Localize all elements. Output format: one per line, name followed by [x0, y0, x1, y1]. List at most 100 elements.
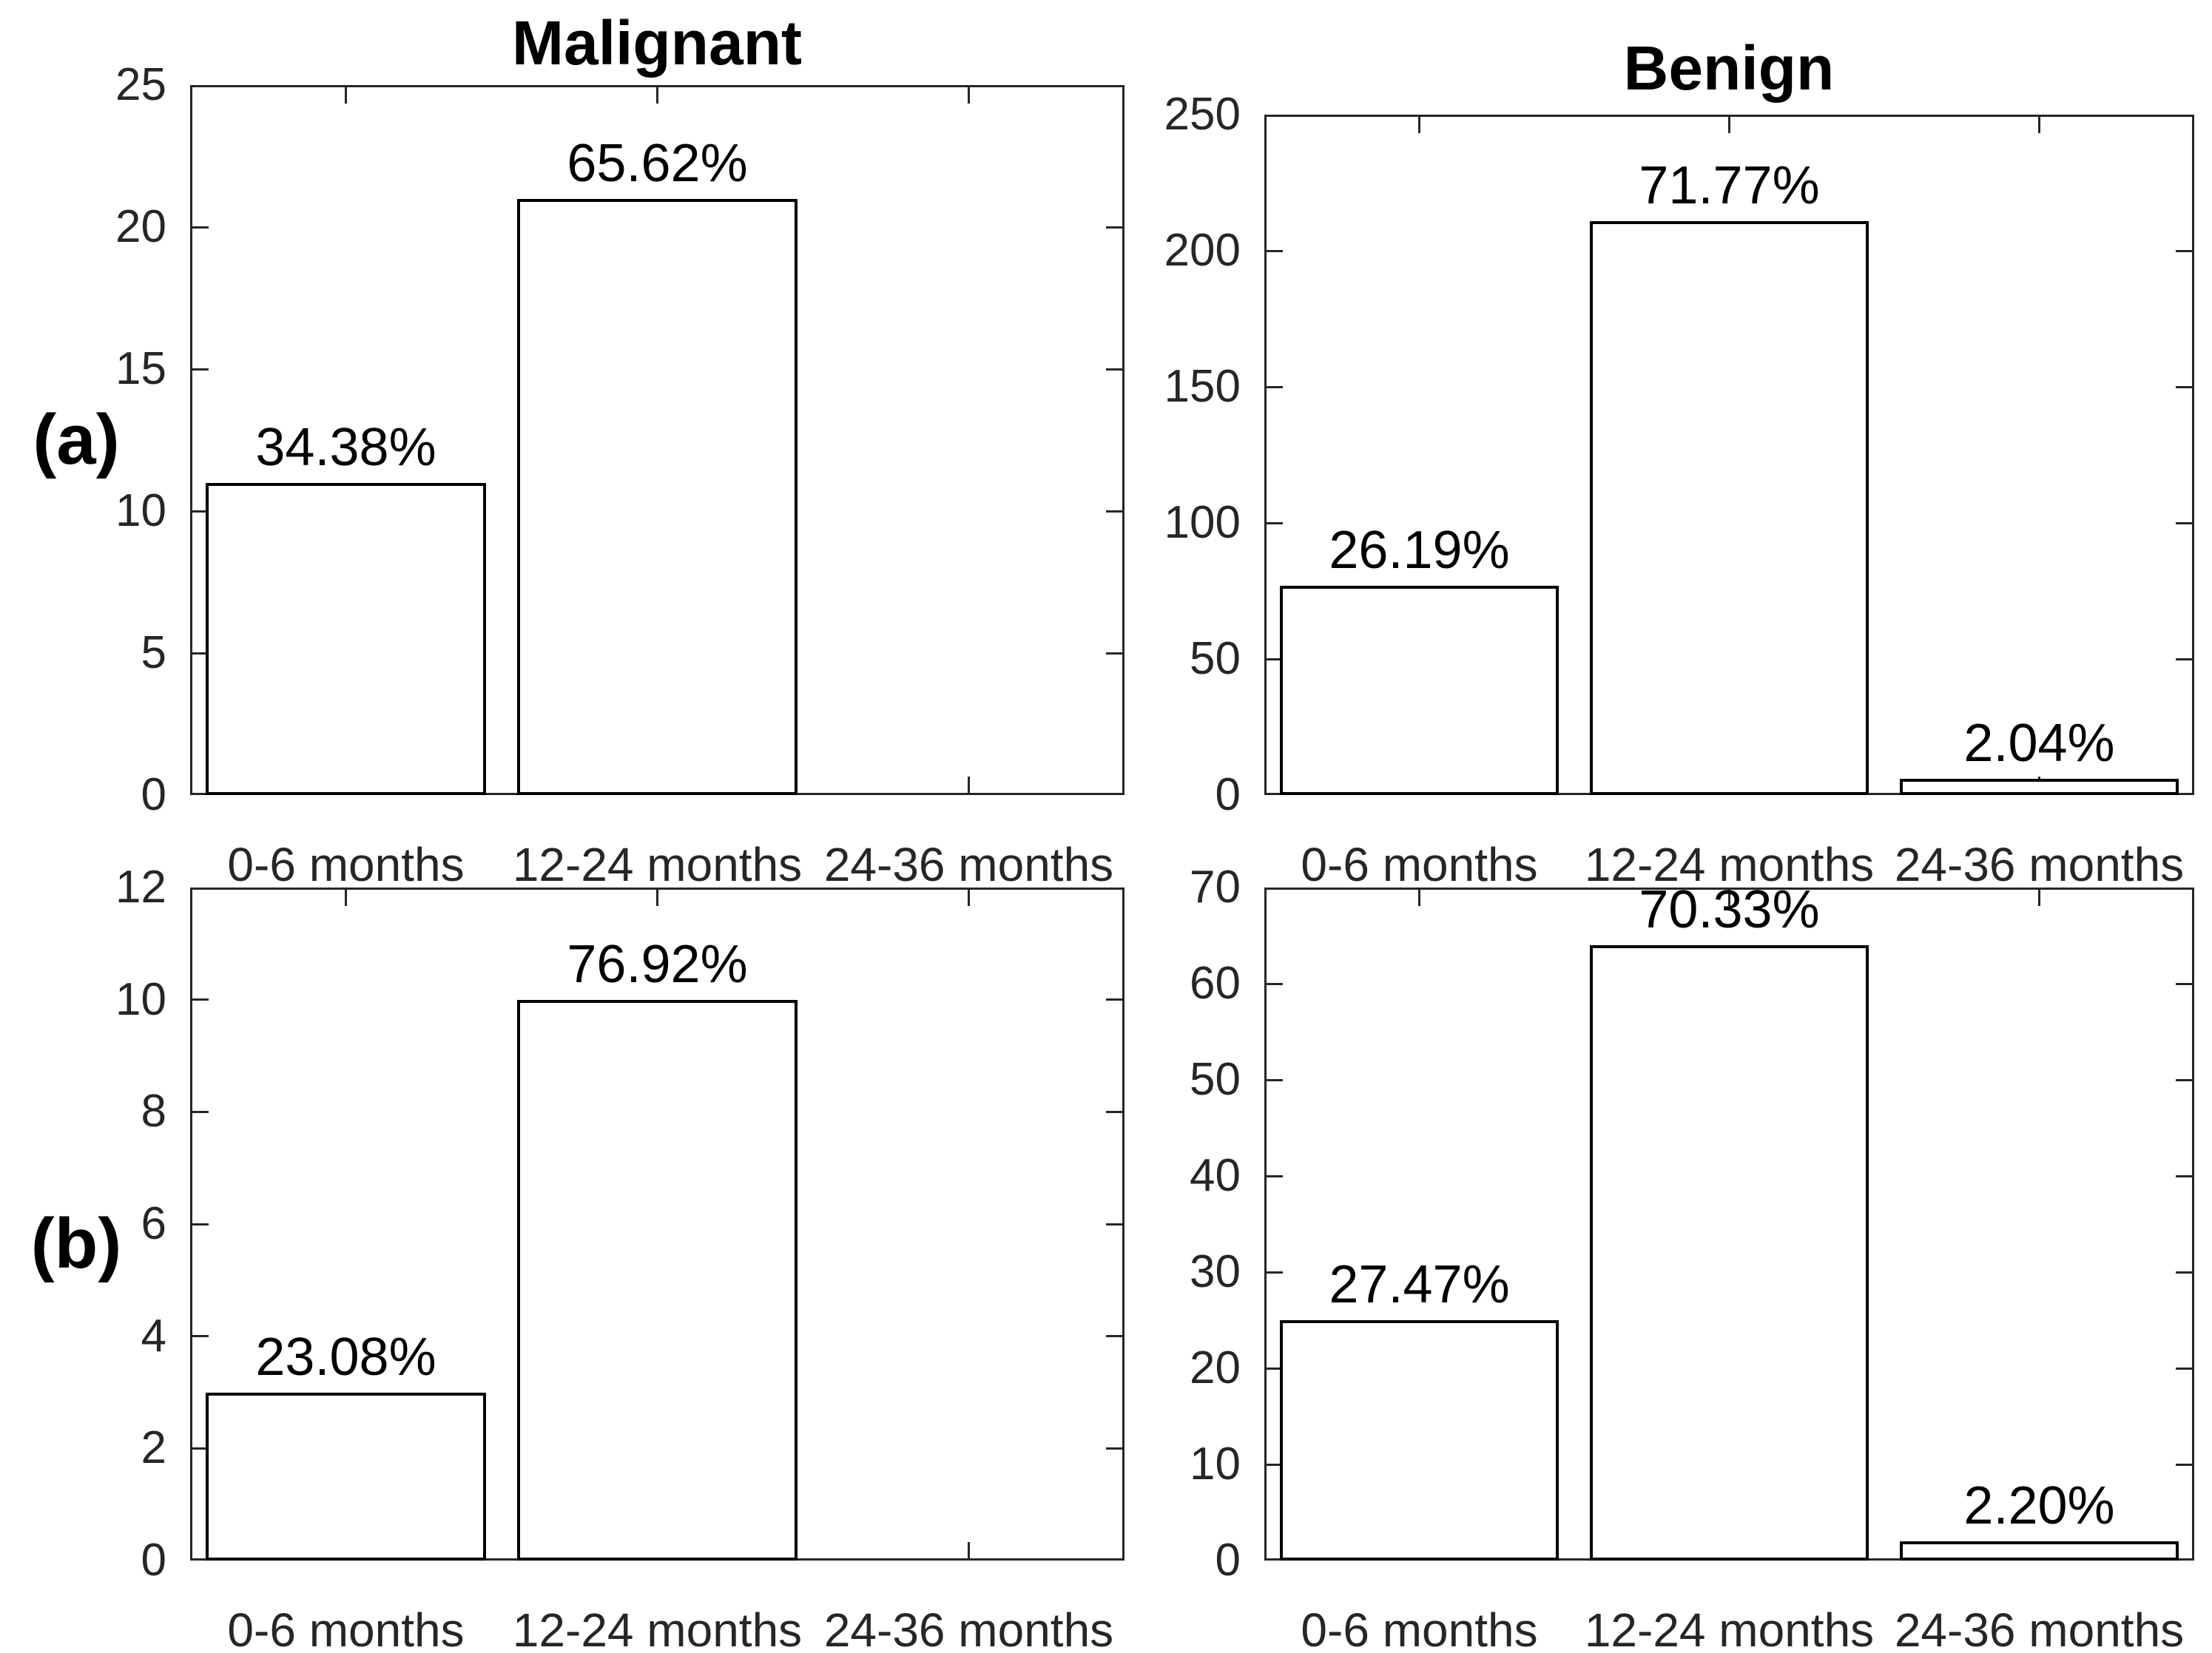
y-tick	[1267, 1078, 1283, 1081]
y-tick	[192, 1223, 209, 1226]
y-tick	[192, 1447, 209, 1450]
y-tick-label: 0	[141, 769, 166, 820]
bar	[206, 1392, 486, 1561]
bar-value-label: 23.08%	[255, 1327, 436, 1387]
column-title-malignant: Malignant	[512, 8, 802, 78]
y-tick-label: 20	[1190, 1342, 1241, 1393]
y-tick-label: 50	[1190, 633, 1241, 684]
bar	[1589, 220, 1869, 795]
y-tick-label: 12	[115, 862, 166, 913]
y-tick-label: 150	[1164, 361, 1241, 412]
bar-value-label: 65.62%	[567, 133, 748, 193]
y-tick	[2176, 521, 2192, 524]
y-tick	[1267, 982, 1283, 985]
row-label-a: (a)	[33, 400, 120, 479]
y-tick	[192, 510, 209, 513]
x-category-label: 0-6 months	[227, 1603, 465, 1653]
bar-value-label: 26.19%	[1329, 520, 1510, 580]
y-tick-label: 0	[141, 1535, 166, 1586]
y-tick	[1106, 226, 1122, 229]
x-category-label: 0-6 months	[1301, 1603, 1538, 1653]
y-tick	[2176, 1271, 2192, 1274]
x-tick	[968, 87, 970, 104]
y-tick	[1267, 385, 1283, 388]
x-tick	[968, 777, 970, 793]
y-tick	[1267, 249, 1283, 252]
y-tick	[1106, 1447, 1122, 1450]
x-tick	[968, 1542, 970, 1558]
y-tick-label: 10	[115, 485, 166, 536]
y-tick-label: 4	[141, 1310, 166, 1362]
x-tick	[656, 890, 658, 906]
bar	[517, 999, 798, 1561]
y-tick-label: 15	[115, 343, 166, 394]
bar-value-label: 2.04%	[1963, 713, 2115, 773]
bar	[1899, 1541, 2179, 1561]
x-category-label: 12-24 months	[1584, 1603, 1875, 1653]
y-tick	[2176, 1174, 2192, 1177]
y-tick-label: 25	[115, 59, 166, 110]
x-category-label: 12-24 months	[512, 1603, 803, 1653]
x-tick	[345, 890, 347, 906]
y-tick	[2176, 1463, 2192, 1466]
bar	[1279, 585, 1559, 795]
x-tick	[2038, 117, 2040, 133]
y-tick-label: 100	[1164, 497, 1241, 548]
y-tick	[1106, 1335, 1122, 1338]
y-tick	[1267, 1367, 1283, 1370]
y-tick	[2176, 1078, 2192, 1081]
bar-value-label: 71.77%	[1639, 155, 1820, 215]
x-category-label: 0-6 months	[227, 838, 465, 891]
y-tick-label: 0	[1215, 769, 1241, 820]
y-tick-label: 8	[141, 1086, 166, 1138]
y-tick-label: 70	[1190, 862, 1241, 913]
y-tick	[192, 368, 209, 371]
bar	[1279, 1320, 1559, 1561]
y-tick	[2176, 982, 2192, 985]
x-category-label: 24-36 months	[1894, 838, 2185, 891]
bar	[1899, 778, 2179, 795]
y-tick-label: 5	[141, 627, 166, 678]
y-tick	[192, 652, 209, 655]
y-tick	[1267, 658, 1283, 660]
x-category-label: 24-36 months	[823, 838, 1114, 891]
bar	[206, 482, 486, 795]
row-label-b: (b)	[30, 1204, 122, 1283]
y-tick	[1106, 368, 1122, 371]
y-tick-label: 250	[1164, 89, 1241, 140]
bar-value-label: 34.38%	[255, 417, 436, 477]
y-tick	[1267, 1271, 1283, 1274]
y-tick-label: 0	[1215, 1535, 1241, 1586]
y-tick	[192, 226, 209, 229]
y-tick	[1106, 652, 1122, 655]
bar	[1589, 945, 1869, 1561]
y-tick-label: 6	[141, 1198, 166, 1249]
x-category-label: 0-6 months	[1301, 838, 1538, 891]
y-tick	[1267, 521, 1283, 524]
x-category-label: 12-24 months	[512, 838, 803, 891]
x-tick	[1728, 890, 1730, 906]
y-tick	[192, 1335, 209, 1338]
y-tick-label: 20	[115, 201, 166, 252]
column-title-benign: Benign	[1623, 33, 1835, 103]
y-tick-label: 40	[1190, 1150, 1241, 1201]
y-tick-label: 50	[1190, 1054, 1241, 1105]
y-tick	[2176, 1367, 2192, 1370]
x-tick	[1418, 117, 1420, 133]
x-tick	[345, 87, 347, 104]
x-tick	[1418, 890, 1420, 906]
bar-value-label: 70.33%	[1639, 880, 1820, 939]
bar	[517, 198, 798, 795]
y-tick-label: 10	[115, 973, 166, 1025]
bar-value-label: 76.92%	[567, 934, 748, 994]
y-tick	[192, 998, 209, 1001]
y-tick	[2176, 249, 2192, 252]
x-category-label: 24-36 months	[1894, 1603, 2185, 1653]
y-tick	[1106, 1223, 1122, 1226]
y-tick	[1106, 510, 1122, 513]
y-tick-label: 2	[141, 1422, 166, 1474]
